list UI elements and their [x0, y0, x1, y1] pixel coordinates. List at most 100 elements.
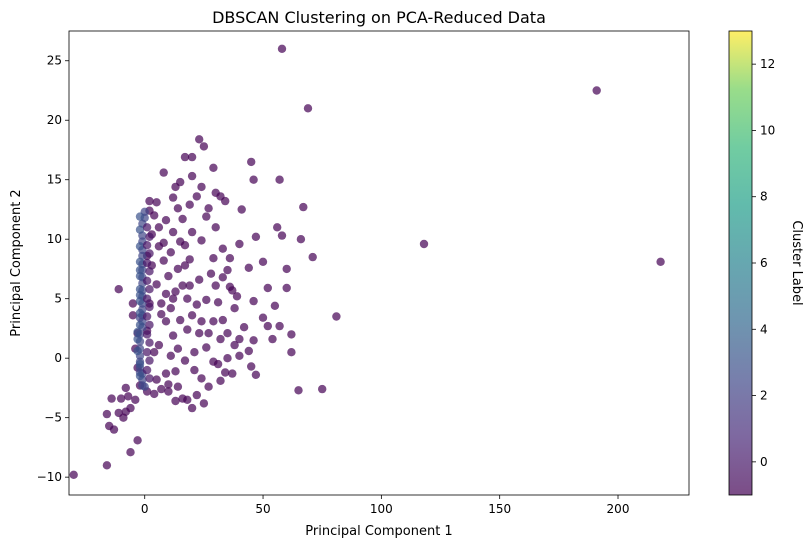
- y-tick-label: 15: [47, 173, 62, 187]
- data-point: [228, 286, 237, 295]
- data-point: [192, 390, 201, 400]
- data-point: [145, 196, 154, 206]
- data-point: [135, 308, 145, 318]
- x-tick-label: 50: [255, 502, 270, 516]
- data-point: [190, 365, 199, 375]
- data-point: [218, 244, 227, 253]
- data-point: [135, 371, 145, 381]
- data-point: [166, 248, 175, 257]
- data-point: [197, 236, 206, 245]
- data-point: [166, 351, 175, 360]
- data-point: [145, 249, 154, 258]
- data-point: [173, 344, 183, 353]
- data-point: [270, 301, 280, 310]
- data-point: [145, 320, 154, 330]
- data-point: [190, 348, 199, 357]
- data-point: [171, 396, 180, 406]
- data-point: [135, 242, 145, 251]
- data-point: [192, 300, 201, 309]
- data-point: [152, 375, 161, 384]
- data-point: [249, 296, 258, 306]
- data-point: [142, 330, 152, 339]
- data-point: [204, 204, 213, 213]
- y-axis-label: Principal Component 2: [9, 189, 24, 336]
- data-point: [185, 255, 194, 264]
- data-point: [211, 223, 220, 232]
- data-point: [142, 312, 152, 321]
- data-point: [199, 399, 209, 408]
- data-point: [308, 252, 317, 262]
- data-point: [237, 205, 246, 214]
- data-point: [142, 276, 152, 285]
- data-point: [185, 200, 194, 209]
- data-point: [133, 346, 142, 356]
- data-point: [166, 304, 175, 313]
- data-point: [142, 258, 152, 268]
- data-point: [199, 142, 209, 151]
- data-point: [178, 214, 187, 224]
- data-point: [180, 356, 190, 365]
- data-point: [142, 294, 152, 303]
- colorbar-tick-label: 2: [760, 389, 768, 403]
- data-point: [154, 223, 164, 232]
- data-point: [180, 261, 190, 270]
- data-point: [142, 223, 152, 232]
- data-point: [180, 241, 190, 250]
- data-point: [277, 44, 287, 53]
- x-tick-label: 200: [607, 502, 630, 516]
- data-point: [145, 285, 154, 294]
- x-tick-label: 150: [488, 502, 511, 516]
- data-point: [171, 367, 180, 376]
- colorbar-ticks: 0 2 4 6 8 10 12: [752, 57, 775, 469]
- data-point: [230, 304, 239, 313]
- y-tick-label: 10: [47, 232, 62, 246]
- colorbar: [729, 31, 752, 495]
- data-point: [183, 294, 192, 303]
- data-point: [218, 273, 227, 282]
- data-point: [204, 382, 213, 391]
- data-point: [161, 216, 171, 225]
- data-point: [197, 374, 206, 383]
- y-tick-label: 20: [47, 113, 62, 127]
- colorbar-tick-label: 8: [760, 190, 768, 204]
- data-point: [209, 163, 218, 172]
- data-point: [161, 369, 171, 378]
- data-point: [121, 383, 130, 393]
- data-point: [135, 290, 145, 300]
- x-tick-label: 0: [141, 502, 149, 516]
- data-point: [183, 325, 192, 334]
- data-point: [157, 384, 166, 394]
- data-point: [202, 212, 211, 221]
- data-point: [159, 256, 168, 265]
- data-point: [142, 348, 152, 357]
- data-point: [102, 461, 112, 470]
- data-point: [164, 387, 173, 396]
- data-point: [282, 283, 291, 293]
- data-point: [135, 212, 145, 221]
- data-point: [135, 359, 145, 369]
- data-point: [119, 413, 128, 422]
- data-point: [185, 281, 194, 290]
- data-points: [69, 44, 665, 479]
- data-point: [213, 298, 223, 307]
- y-tick-label: 25: [47, 54, 62, 68]
- data-point: [258, 257, 268, 266]
- data-point: [126, 403, 135, 413]
- data-point: [164, 271, 173, 281]
- data-point: [202, 295, 211, 305]
- data-point: [216, 376, 225, 385]
- data-point: [268, 334, 277, 344]
- data-point: [251, 370, 261, 379]
- data-point: [216, 334, 225, 344]
- data-point: [102, 409, 112, 419]
- data-point: [145, 267, 154, 276]
- data-point: [273, 223, 282, 232]
- colorbar-tick-label: 4: [760, 322, 768, 336]
- y-tick-label: −5: [44, 411, 62, 425]
- data-point: [178, 394, 187, 403]
- data-point: [145, 232, 154, 241]
- data-point: [282, 264, 291, 274]
- data-point: [171, 182, 180, 192]
- data-point: [133, 436, 142, 445]
- colorbar-tick-label: 0: [760, 455, 768, 469]
